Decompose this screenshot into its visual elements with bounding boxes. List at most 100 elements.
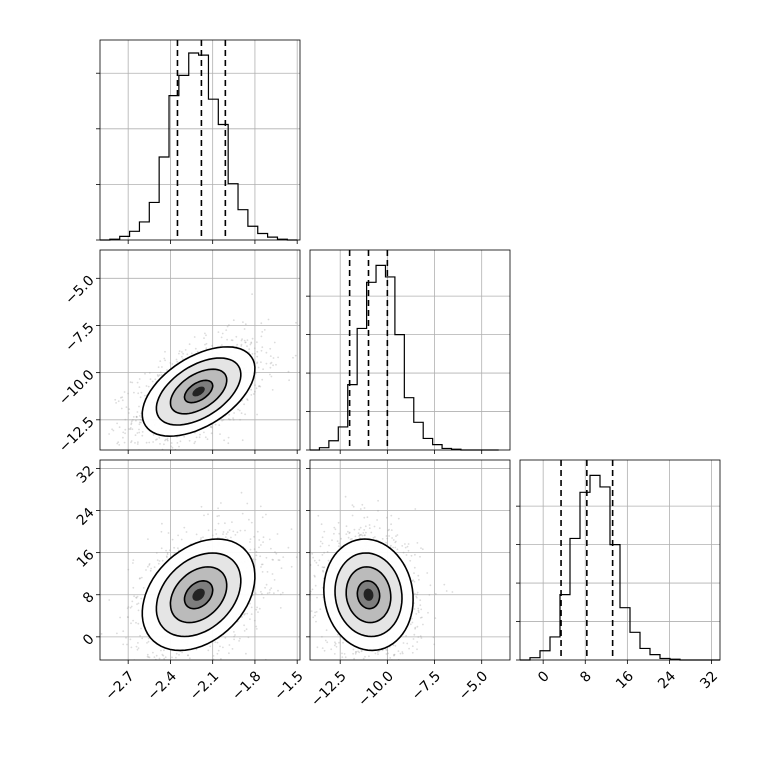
sample-point bbox=[362, 678, 364, 680]
sample-point bbox=[164, 656, 167, 659]
sample-point bbox=[336, 633, 339, 636]
sample-point bbox=[176, 360, 179, 363]
sample-point bbox=[343, 653, 346, 655]
sample-point bbox=[411, 651, 414, 654]
sample-point bbox=[210, 425, 213, 428]
sample-point bbox=[231, 339, 234, 342]
sample-point bbox=[181, 351, 183, 353]
sample-point bbox=[121, 396, 124, 399]
sample-point bbox=[257, 611, 259, 613]
sample-point bbox=[148, 371, 151, 374]
sample-point bbox=[270, 547, 272, 550]
scatter-frame-2 bbox=[309, 459, 511, 661]
sample-point bbox=[150, 567, 153, 570]
sample-point bbox=[257, 385, 260, 388]
sample-point bbox=[254, 384, 256, 386]
sample-point bbox=[409, 623, 412, 626]
sample-point bbox=[394, 541, 397, 544]
sample-point bbox=[183, 435, 186, 438]
sample-point bbox=[381, 538, 384, 540]
sample-point bbox=[337, 545, 340, 548]
sample-point bbox=[409, 559, 412, 562]
sample-point bbox=[161, 559, 164, 562]
sample-point bbox=[419, 635, 422, 638]
sample-point bbox=[276, 533, 279, 535]
sample-point bbox=[147, 656, 150, 658]
sample-point bbox=[269, 362, 272, 365]
sample-point bbox=[352, 652, 354, 655]
sample-point bbox=[363, 534, 366, 537]
sample-point bbox=[415, 613, 418, 615]
x-tick-label: −2.4 bbox=[145, 668, 180, 703]
sample-point bbox=[236, 531, 239, 534]
sample-point bbox=[167, 532, 170, 534]
sample-point bbox=[250, 341, 253, 344]
sample-point bbox=[247, 636, 250, 639]
sample-point bbox=[275, 363, 277, 366]
sample-point bbox=[416, 591, 419, 594]
sample-point bbox=[179, 440, 182, 443]
sample-point bbox=[133, 391, 135, 394]
sample-point bbox=[393, 654, 395, 657]
sample-point bbox=[177, 534, 180, 537]
sample-point bbox=[415, 595, 418, 598]
sample-point bbox=[411, 580, 414, 582]
sample-point bbox=[214, 641, 217, 643]
sample-point bbox=[386, 516, 388, 519]
sample-point bbox=[277, 559, 280, 561]
sample-point bbox=[315, 611, 318, 613]
sample-point bbox=[376, 651, 379, 653]
sample-point bbox=[180, 538, 183, 541]
sample-point bbox=[330, 648, 333, 651]
sample-point bbox=[246, 398, 249, 400]
sample-point bbox=[205, 334, 207, 337]
sample-point bbox=[142, 587, 145, 589]
sample-point bbox=[116, 632, 118, 635]
scatter-layer bbox=[108, 293, 297, 450]
sample-point bbox=[166, 556, 168, 559]
sample-point bbox=[260, 335, 263, 338]
sample-point bbox=[218, 424, 221, 426]
sample-point bbox=[139, 577, 141, 579]
sample-point bbox=[363, 507, 366, 509]
sample-point bbox=[138, 378, 141, 380]
sample-point bbox=[417, 607, 420, 610]
sample-point bbox=[131, 428, 134, 431]
sample-point bbox=[153, 656, 156, 658]
sample-point bbox=[223, 439, 226, 442]
sample-point bbox=[261, 563, 264, 566]
sample-point bbox=[390, 544, 392, 547]
sample-point bbox=[228, 413, 231, 416]
sample-point bbox=[235, 335, 238, 338]
sample-point bbox=[256, 606, 258, 609]
sample-point bbox=[271, 558, 274, 561]
sample-point bbox=[354, 535, 357, 538]
sample-point bbox=[137, 441, 139, 443]
sample-point bbox=[166, 551, 169, 554]
sample-point bbox=[164, 438, 167, 441]
sample-point bbox=[411, 617, 413, 620]
sample-point bbox=[111, 428, 113, 431]
sample-point bbox=[261, 593, 263, 595]
sample-point bbox=[322, 566, 325, 569]
sample-point bbox=[152, 434, 155, 436]
sample-point bbox=[132, 562, 134, 564]
sample-point bbox=[108, 599, 111, 601]
sample-point bbox=[334, 662, 336, 664]
sample-point bbox=[366, 516, 369, 519]
sample-point bbox=[445, 590, 448, 592]
sample-point bbox=[200, 537, 203, 539]
sample-point bbox=[135, 621, 137, 624]
sample-point bbox=[158, 374, 161, 377]
sample-point bbox=[233, 638, 236, 641]
sample-point bbox=[94, 614, 96, 616]
sample-point bbox=[137, 392, 140, 395]
sample-point bbox=[372, 536, 375, 539]
contour-line-1 bbox=[169, 368, 228, 415]
sample-point bbox=[246, 339, 249, 341]
sample-point bbox=[148, 564, 151, 566]
sample-point bbox=[158, 436, 161, 439]
sample-point bbox=[270, 361, 273, 364]
sample-point bbox=[391, 537, 393, 539]
sample-point bbox=[199, 433, 201, 436]
